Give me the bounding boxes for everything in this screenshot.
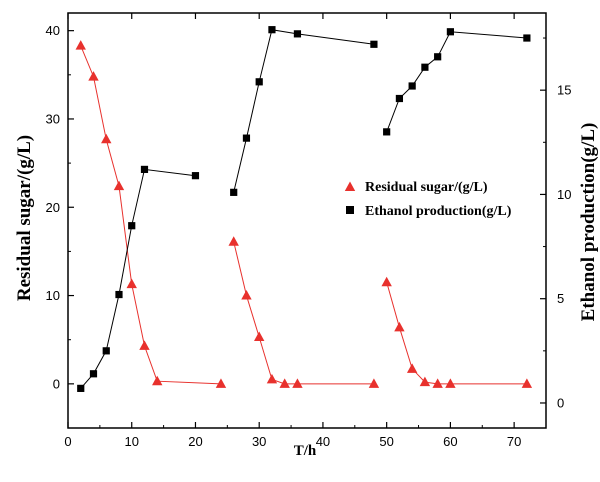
plot-frame [67,12,547,429]
y-right-tick-label: 0 [557,395,564,410]
ethanol-point [434,53,442,61]
y-right-tick-label: 10 [557,187,571,202]
y-axis-left-title: Residual sugar/(g/L) [14,135,35,301]
y-axis-right-title: Ethanol production(g/L) [578,123,599,322]
x-tick-label: 70 [507,434,521,449]
x-tick-label: 40 [316,434,330,449]
ethanol-point [268,26,276,34]
sugar-point [152,375,163,386]
legend-triangle-marker [344,181,356,191]
sugar-point [279,378,290,388]
sugar-point [432,378,443,388]
sugar-point [101,133,112,144]
y-left-tick-label: 30 [46,111,60,126]
x-tick-label: 0 [64,434,71,449]
y-left-tick-label: 20 [46,200,60,215]
sugar-point [381,276,392,287]
y-left-tick-label: 10 [46,288,60,303]
sugar-point [419,376,431,387]
sugar-point [368,378,380,388]
ethanol-point [128,222,136,230]
ethanol-series-line [80,168,196,389]
ethanol-point [89,370,98,378]
sugar-series-line [386,282,527,385]
ethanol-point [395,94,404,103]
sugar-point [113,180,125,191]
ethanol-point [77,384,85,392]
ethanol-point [255,78,263,86]
ethanol-point [140,165,149,174]
sugar-point [228,236,239,246]
ethanol-series-line [386,31,527,133]
ethanol-point [102,347,110,355]
ethanol-point [230,188,238,196]
x-tick-label: 60 [443,434,457,449]
sugar-point [406,363,418,373]
x-tick-label: 30 [252,434,266,449]
sugar-series-line [233,241,374,385]
ethanol-point [408,82,416,90]
ethanol-point [115,290,123,299]
ethanol-point [446,28,454,36]
sugar-point [126,278,137,289]
sugar-point [254,331,265,342]
y-right-tick-label: 5 [557,291,564,306]
sugar-point [394,321,405,332]
axes: 0 10 20 30 40 50 60 70 0 10 20 30 40 0 5 10 15 [46,12,571,449]
legend-label-ethanol: Ethanol production(g/L) [365,204,512,219]
y-left-tick-label: 40 [46,23,60,38]
ethanol-point [383,128,391,136]
legend: Residual sugar/(g/L) Ethanol production(… [344,180,512,219]
sugar-point [88,71,99,81]
ethanol-point [523,34,531,42]
series-markers [75,26,533,392]
ethanol-point [370,40,378,48]
legend-label-sugar: Residual sugar/(g/L) [365,180,488,195]
y-right-tick-label: 15 [557,83,571,98]
ethanol-series-line [233,29,374,193]
sugar-point [266,373,278,384]
sugar-point [445,378,456,388]
x-tick-label: 50 [379,434,393,449]
sugar-point [75,40,86,50]
x-axis-title: T/h [294,443,317,459]
ethanol-point [421,63,429,71]
sugar-point [241,290,252,300]
ethanol-point [191,172,200,180]
sugar-series-line [80,45,222,385]
sugar-point [215,378,227,388]
y-left-tick-label: 0 [53,376,60,391]
x-tick-label: 20 [188,434,202,449]
x-tick-label: 10 [124,434,138,449]
ethanol-point [242,134,251,142]
sugar-point [521,378,533,388]
sugar-point [292,378,303,388]
ethanol-point [293,30,302,38]
sugar-point [139,340,150,350]
legend-square-marker [346,206,354,214]
